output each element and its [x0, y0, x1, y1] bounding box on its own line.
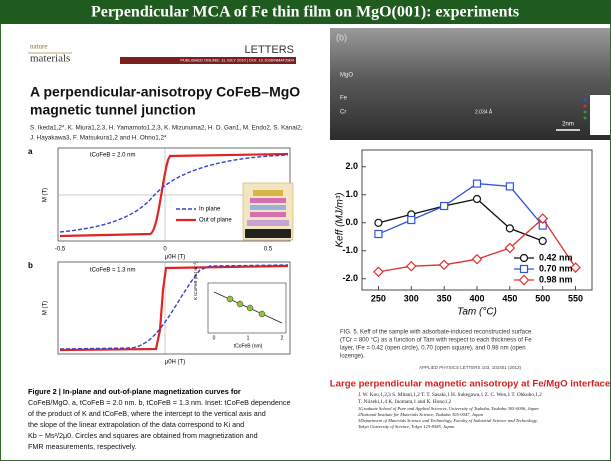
caption: FMR measurements, respectively. — [28, 442, 137, 451]
x-tick-label: 350 — [437, 293, 452, 303]
legend-marker — [521, 255, 528, 262]
caption: layer, tFe = 0.42 (open circle), 0.70 (o… — [340, 346, 526, 352]
x-tick-label: 400 — [469, 293, 484, 303]
x-tick-label: 550 — [568, 293, 583, 303]
y-tick-label: 2.0 — [345, 161, 358, 171]
tem-spacing: 2.034 Å — [475, 108, 493, 115]
panel-label: b — [28, 261, 33, 270]
legend-entry: 0.70 nm — [539, 263, 573, 273]
x-tick-label: 0.5 — [264, 247, 273, 253]
legend-entry: Out of plane — [199, 218, 232, 224]
marker — [506, 225, 513, 232]
panel-label: a — [28, 147, 33, 156]
caption: FIG. 5. Keff of the sample with adsorbat… — [340, 330, 532, 336]
x-axis-label: Tam (°C) — [457, 307, 497, 318]
authors: J. W. Koo,1,2,3 S. Mitani,1,2 T. T. Sasa… — [358, 392, 542, 398]
caption: lozenge). — [340, 354, 365, 360]
inset-x-label: tCoFeB (nm) — [234, 343, 263, 349]
marker — [408, 217, 415, 224]
panel-label: (b) — [336, 32, 347, 42]
y-tick-label: -2.0 — [342, 273, 358, 283]
marker — [375, 219, 382, 226]
tem-label: MgO — [340, 73, 353, 79]
paper-title: A perpendicular-anisotropy CoFeB–MgO — [30, 84, 300, 100]
paper-title: magnetic tunnel junction — [30, 102, 196, 118]
x-tick-label: 450 — [502, 293, 517, 303]
x-tick-label: -0.5 — [55, 247, 66, 253]
marker — [474, 180, 481, 187]
page: { "header": {"title": "Perpendicular MCA… — [0, 0, 611, 461]
published: PUBLISHED ONLINE: 11 JULY 2010 | DOI: 10… — [180, 58, 294, 63]
legend-entry: 0.42 nm — [539, 252, 573, 262]
journal-line: APPLIED PHYSICS LETTERS 103, 102401 (201… — [419, 365, 522, 370]
thickness: tCoFeB = 2.0 nm — [90, 153, 136, 159]
x-tick-label: 500 — [535, 293, 550, 303]
caption: CoFeB/MgO. a, tCoFeB = 2.0 nm. b, tCoFeB… — [28, 398, 290, 407]
tem-label: Cr — [340, 110, 346, 116]
slide: Perpendicular MCA of Fe thin film on MgO… — [0, 0, 611, 461]
tem-legend — [590, 95, 610, 135]
authors: J. Hayakawa3, F. Matsukura1,2 and H. Ohn… — [30, 135, 167, 142]
thickness: tCoFeB = 1.3 nm — [90, 268, 136, 274]
device-illustration — [243, 183, 293, 240]
x-tick-label: 250 — [371, 293, 386, 303]
tem-label: Fe — [340, 96, 348, 102]
y-label: M (T) — [43, 301, 49, 315]
paper-title: Large perpendicular magnetic anisotropy … — [330, 379, 610, 390]
journal: materials — [30, 53, 70, 65]
caption: of the product of K and tCoFeB, where th… — [28, 409, 266, 418]
authors: T. Niizeki,1,4 K. Inomata,1 and K. Hono1… — [358, 399, 452, 405]
y-tick-label: 1.0 — [345, 189, 358, 199]
journal: nature — [30, 43, 48, 51]
legend-entry: 0.98 nm — [539, 274, 573, 284]
legend-entry: In plane — [199, 207, 221, 213]
inset-y-label: K tCoFeB (mJ m⁻²) — [193, 261, 198, 300]
inset-tick: 1 — [247, 335, 250, 341]
inset-tick: 2 — [281, 335, 284, 341]
legend-marker — [521, 266, 528, 273]
caption: Kb − Ms²/2μ0. Circles and squares are ob… — [28, 431, 258, 440]
marker — [474, 196, 481, 203]
marker — [506, 183, 513, 190]
y-axis-label: Keff (MJ/m³) — [335, 193, 346, 248]
inset-tick: 0 — [213, 335, 216, 341]
y-label: M (T) — [43, 188, 49, 202]
caption: (TCr = 800 °C) as a function of Tam with… — [340, 338, 532, 344]
caption: Figure 2 | In-plane and out-of-plane mag… — [28, 387, 241, 396]
x-label: μ0H (T) — [165, 255, 185, 261]
scale-bar-label: 2nm — [562, 122, 574, 128]
marker — [441, 203, 448, 210]
slide-title: Perpendicular MCA of Fe thin film on MgO… — [91, 4, 519, 21]
authors: S. Ikeda1,2*, K. Miura1,2,3, H. Yamamoto… — [30, 125, 303, 132]
x-label: μ0H (T) — [165, 360, 185, 366]
y-tick-label: 0.0 — [345, 217, 358, 227]
marker — [539, 238, 546, 245]
marker — [375, 231, 382, 238]
caption: the slope of the linear extrapolation of… — [28, 420, 244, 429]
section: LETTERS — [244, 44, 294, 56]
x-tick-label: 300 — [404, 293, 419, 303]
